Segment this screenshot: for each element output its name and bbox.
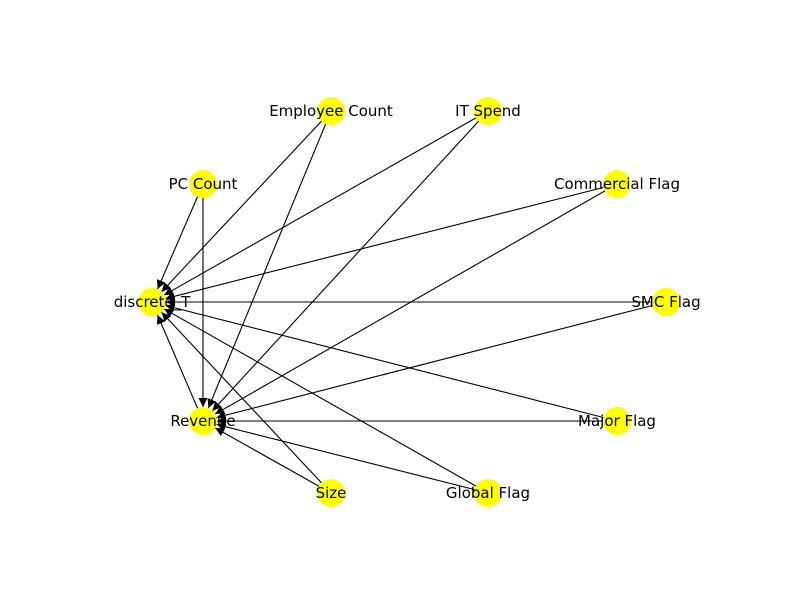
node-circle-commercial-flag: [603, 170, 631, 198]
node-circle-major-flag: [603, 407, 631, 435]
edge-pc-count-to-discrete-T: [156, 183, 204, 290]
node-circle-size: [317, 479, 345, 507]
edge-it-spend-to-discrete-T: [163, 110, 489, 296]
node-label-discrete-T: discrete_T: [114, 293, 191, 312]
node-discrete-T: discrete_T: [114, 288, 191, 316]
node-circle-employee-count: [317, 97, 345, 125]
node-label-smc-flag: SMC Flag: [631, 293, 700, 311]
edge-global-flag-to-discrete-T: [163, 308, 489, 494]
node-commercial-flag: Commercial Flag: [554, 170, 680, 198]
edge-major-flag-to-discrete-T: [165, 303, 618, 422]
edge-revenue-to-discrete-T: [156, 314, 204, 422]
edge-size-to-discrete-T: [161, 311, 332, 494]
node-circle-smc-flag: [652, 288, 680, 316]
edge-commercial-flag-to-revenue: [214, 183, 618, 415]
node-label-it-spend: IT Spend: [455, 102, 521, 120]
edge-employee-count-to-discrete-T: [161, 110, 332, 293]
node-label-employee-count: Employee Count: [269, 102, 393, 120]
node-circle-it-spend: [474, 97, 502, 125]
edge-global-flag-to-revenue: [216, 422, 489, 494]
edge-size-to-revenue: [214, 427, 332, 494]
node-size: Size: [316, 479, 347, 507]
node-major-flag: Major Flag: [578, 407, 656, 435]
edge-smc-flag-to-revenue: [216, 301, 667, 420]
node-label-commercial-flag: Commercial Flag: [554, 175, 680, 193]
edge-employee-count-to-revenue: [207, 110, 332, 409]
node-it-spend: IT Spend: [455, 97, 521, 125]
edge-commercial-flag-to-discrete-T: [165, 183, 618, 301]
node-smc-flag: SMC Flag: [631, 288, 701, 316]
node-circle-global-flag: [474, 479, 502, 507]
node-circle-discrete-T: [138, 288, 166, 316]
edges-layer: [156, 110, 667, 494]
node-label-size: Size: [316, 484, 347, 502]
node-label-pc-count: PC Count: [169, 175, 238, 193]
node-global-flag: Global Flag: [446, 479, 530, 507]
node-label-revenue: Revenue: [170, 412, 235, 430]
node-revenue: Revenue: [170, 407, 236, 435]
node-label-global-flag: Global Flag: [446, 484, 530, 502]
edge-it-spend-to-revenue: [212, 110, 489, 412]
nodes-layer: discrete_T Revenue PC Count Employee Count I…: [114, 97, 701, 507]
node-pc-count: PC Count: [169, 170, 238, 198]
node-circle-revenue: [189, 407, 217, 435]
node-label-major-flag: Major Flag: [578, 412, 656, 430]
node-employee-count: Employee Count: [269, 97, 393, 125]
node-circle-pc-count: [189, 170, 217, 198]
